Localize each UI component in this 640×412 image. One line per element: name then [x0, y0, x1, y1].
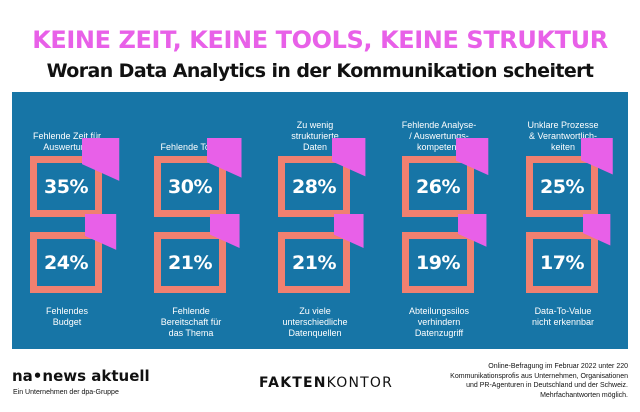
highlight-triangle-bottom-5: [582, 214, 611, 246]
value-box-top-1: 35%: [30, 138, 119, 217]
highlight-triangle-bottom-3: [333, 214, 364, 248]
value-label-top-5: 25%: [540, 175, 584, 198]
category-label-top-4: Fehlende Analyse- / Auswertungs-kompetenz: [401, 120, 477, 152]
column-3: Zu wenig strukturierte Daten 28% 21% Zu viele…: [260, 92, 370, 349]
category-label-bottom-5: Data-To-Value nicht erkennbar: [531, 306, 595, 327]
value-box-bottom-2: 21%: [154, 214, 240, 293]
chart-panel: Fehlende Zeit für Auswertung 35% 24% Fehlend…: [12, 92, 628, 349]
column-2: Fehlende Tools 30% 21% Fehlende Bereitschaft…: [136, 92, 246, 349]
headline: KEINE ZEIT, KEINE TOOLS, KEINE STRUKTUR: [32, 26, 608, 54]
value-label-bottom-3: 21%: [292, 251, 336, 274]
column-4: Fehlende Analyse- / Auswertungs-kompetenz…: [384, 92, 494, 349]
value-label-bottom-5: 17%: [540, 251, 584, 274]
survey-note: Online-Befragung im Februar 2022 unter 2…: [450, 363, 628, 399]
value-label-top-4: 26%: [416, 175, 460, 198]
category-label-bottom-1: Fehlendes Budget: [45, 306, 89, 327]
news-aktuell-logo: na•news aktuell: [12, 367, 150, 385]
value-label-bottom-4: 19%: [416, 251, 460, 274]
value-label-bottom-2: 21%: [168, 251, 212, 274]
highlight-triangle-top-2: [207, 138, 242, 178]
category-label-top-3: Zu wenig strukturierte Daten: [291, 120, 339, 152]
subline: Woran Data Analytics in der Kommunikatio…: [46, 60, 594, 82]
highlight-triangle-top-4: [456, 138, 489, 176]
faktenkontor-logo: FAKTENKONTOR: [259, 375, 393, 391]
category-label-top-5: Unklare Prozesse & Verantwortlich-keiten: [527, 120, 599, 152]
news-aktuell-tagline: Ein Unternehmen der dpa-Gruppe: [13, 389, 119, 396]
highlight-triangle-top-1: [81, 138, 119, 181]
value-box-bottom-3: 21%: [278, 214, 364, 293]
highlight-triangle-top-3: [331, 138, 366, 177]
category-label-top-1: Fehlende Zeit für Auswertung: [32, 131, 102, 152]
highlight-triangle-bottom-1: [84, 214, 117, 250]
column-5: Unklare Prozesse & Verantwortlich-keiten 2…: [508, 92, 618, 349]
category-label-bottom-4: Abteilungssilos verhindern Datenzugriff: [408, 306, 470, 338]
category-label-bottom-3: Zu viele unterschiedliche Datenquellen: [282, 306, 348, 338]
value-label-bottom-1: 24%: [44, 251, 88, 274]
faktenkontor-logo-light: KONTOR: [326, 375, 394, 391]
value-label-top-1: 35%: [44, 175, 88, 198]
highlight-triangle-top-5: [580, 138, 613, 175]
value-box-bottom-5: 17%: [526, 214, 611, 293]
value-box-bottom-4: 19%: [402, 214, 487, 293]
value-label-top-2: 30%: [168, 175, 212, 198]
value-box-bottom-1: 24%: [30, 214, 117, 293]
highlight-triangle-bottom-4: [458, 214, 487, 247]
value-box-top-2: 30%: [154, 138, 242, 217]
value-box-top-4: 26%: [402, 138, 489, 217]
value-box-top-5: 25%: [526, 138, 613, 217]
faktenkontor-logo-bold: FAKTEN: [259, 375, 327, 391]
highlight-triangle-bottom-2: [209, 214, 240, 248]
category-label-bottom-2: Fehlende Bereitschaft für das Thema: [160, 306, 222, 338]
column-1: Fehlende Zeit für Auswertung 35% 24% Fehlend…: [12, 92, 122, 349]
category-label-top-2: Fehlende Tools: [160, 142, 222, 152]
value-label-top-3: 28%: [292, 175, 336, 198]
value-box-top-3: 28%: [278, 138, 366, 217]
